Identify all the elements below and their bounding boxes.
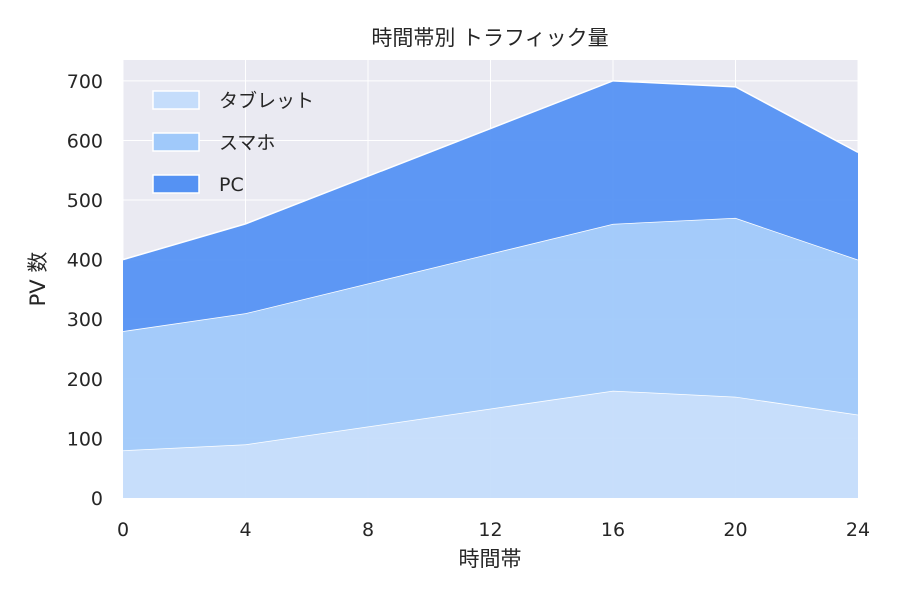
area-1 (123, 217, 858, 451)
legend-swatch (152, 174, 200, 194)
x-ticks: 0 4 8 12 16 20 24 (117, 519, 870, 541)
area-0 (123, 390, 858, 498)
y-tick-label: 100 (67, 428, 103, 450)
y-ticks: 0 100 200 300 400 500 600 700 (67, 71, 103, 510)
area-2 (123, 80, 858, 332)
x-tick-label: 4 (239, 519, 251, 541)
y-tick-label: 300 (67, 309, 103, 331)
legend-swatch (152, 90, 200, 110)
y-tick-label: 0 (91, 488, 103, 510)
legend-label: タブレット (219, 89, 314, 112)
x-tick-label: 20 (723, 519, 747, 541)
areas (122, 80, 859, 498)
x-tick-label: 16 (601, 519, 625, 541)
legend-label: PC (219, 174, 244, 196)
area-edge-2 (122, 80, 859, 261)
y-tick-label: 600 (67, 130, 103, 152)
y-tick-label: 400 (67, 250, 103, 272)
y-tick-label: 700 (67, 71, 103, 93)
x-tick-label: 8 (362, 519, 374, 541)
legend-swatch (152, 132, 200, 152)
legend-label: スマホ (219, 132, 275, 154)
x-tick-label: 24 (846, 519, 870, 541)
chart-title: 時間帯別 トラフィック量 (371, 26, 608, 50)
y-tick-label: 200 (67, 369, 103, 391)
x-tick-label: 0 (117, 519, 129, 541)
x-axis-label: 時間帯 (459, 547, 522, 571)
x-tick-label: 12 (478, 519, 502, 541)
y-axis-label: PV 数 (26, 252, 50, 307)
y-tick-label: 500 (67, 190, 103, 212)
